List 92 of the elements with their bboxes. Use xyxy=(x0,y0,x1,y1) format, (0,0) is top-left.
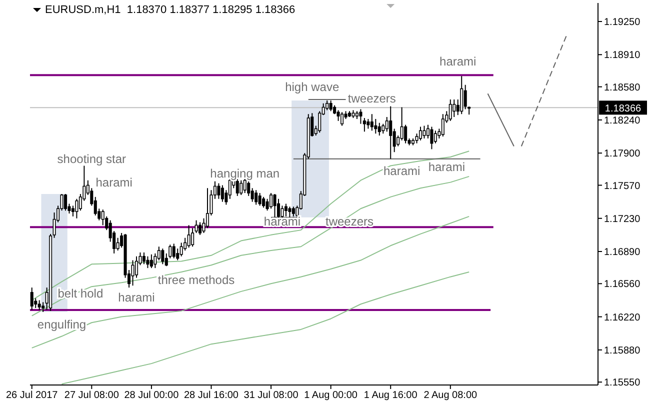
x-tick-label: 2 Aug 08:00 xyxy=(424,390,478,402)
candlestick xyxy=(434,130,437,144)
candlestick xyxy=(288,206,292,218)
candlestick xyxy=(318,110,322,134)
candlestick xyxy=(64,194,68,212)
candlestick xyxy=(389,106,392,160)
line-series xyxy=(31,216,470,348)
candlestick xyxy=(292,206,295,217)
y-tick-label: 1.15880 xyxy=(604,345,641,356)
y-tick-label: 1.15550 xyxy=(604,378,641,389)
candlestick xyxy=(240,180,243,196)
y-tick-label: 1.16890 xyxy=(604,247,641,258)
annotation: hanging man xyxy=(210,166,280,181)
annotation: shooting star xyxy=(57,152,126,166)
candlestick xyxy=(280,205,284,218)
candlestick xyxy=(270,192,273,210)
candlestick xyxy=(452,98,456,118)
annotation: belt hold xyxy=(58,286,104,301)
candlestick xyxy=(326,100,329,111)
candlestick xyxy=(254,190,258,206)
annotation: harami xyxy=(440,54,476,69)
y-tick-label: 1.19250 xyxy=(604,17,641,28)
candlestick xyxy=(464,84,467,110)
candlestick xyxy=(157,246,160,261)
y-tick-label: 1.17900 xyxy=(604,148,641,160)
candlestick xyxy=(273,194,276,218)
candlestick xyxy=(340,112,344,126)
candlestick xyxy=(217,182,220,200)
y-tick-label: 1.17230 xyxy=(604,214,641,225)
y-tick-label: 1.16560 xyxy=(604,279,641,290)
chart-title: EURUSD.m,H1 1.18370 1.18377 1.18295 1.18366 xyxy=(45,4,296,16)
candlestick xyxy=(187,224,190,248)
candlestick xyxy=(206,188,210,229)
candlestick xyxy=(284,203,288,217)
candlestick xyxy=(150,254,153,269)
annotation: engulfing xyxy=(37,318,86,332)
candlestick xyxy=(154,252,157,269)
candlestick xyxy=(180,242,183,257)
candlestick xyxy=(247,180,250,196)
candlestick xyxy=(75,198,78,219)
candlestick xyxy=(370,114,374,132)
candlestick xyxy=(366,118,370,130)
candlestick xyxy=(262,196,266,208)
x-tick-label: 1 Aug 16:00 xyxy=(364,390,418,402)
candlestick xyxy=(430,126,434,150)
annotation: tweezers xyxy=(348,92,396,106)
candlestick xyxy=(374,118,378,134)
candlestick xyxy=(441,114,444,138)
candlestick xyxy=(101,209,104,226)
y-tick-label: 1.18910 xyxy=(604,50,641,62)
annotation: harami xyxy=(264,214,301,228)
candlestick xyxy=(258,192,262,206)
y-tick-label: 1.16220 xyxy=(604,312,641,324)
candlestick xyxy=(42,302,45,312)
annotation: harami xyxy=(383,164,420,178)
y-tick-label: 1.17570 xyxy=(604,180,641,192)
candlestick xyxy=(460,76,464,115)
candlestick xyxy=(362,117,366,132)
candlestick xyxy=(385,116,388,132)
candlestick xyxy=(400,106,404,141)
candlestick xyxy=(191,228,194,248)
annotation: high wave xyxy=(285,80,340,94)
candlestick xyxy=(448,98,452,122)
candlestick xyxy=(329,100,332,112)
annotation: harami xyxy=(96,175,132,190)
x-tick-label: 28 Jul 00:00 xyxy=(124,390,180,402)
candlestick xyxy=(220,184,224,202)
ref-line-label: 1.18366 xyxy=(604,104,642,115)
y-tick-label: 1.18580 xyxy=(604,82,641,94)
candlestick xyxy=(30,287,34,310)
annotation: three methods xyxy=(158,272,235,287)
candlestick xyxy=(382,123,385,134)
annotation: harami xyxy=(118,290,155,304)
candlestick xyxy=(198,222,202,236)
candlestick xyxy=(142,252,146,265)
candlestick xyxy=(359,108,362,124)
candlestick xyxy=(131,260,134,286)
y-tick-label: 1.18240 xyxy=(604,115,641,126)
x-tick-label: 31 Jul 08:00 xyxy=(244,390,299,402)
candlestick xyxy=(418,126,422,141)
candlestick xyxy=(146,256,150,269)
x-tick-label: 1 Aug 00:00 xyxy=(304,390,358,402)
candlestick xyxy=(172,243,176,259)
x-tick-label: 26 Jul 2017 xyxy=(6,390,58,402)
x-tick-label: 27 Jul 08:00 xyxy=(64,390,120,402)
x-tick-label: 28 Jul 16:00 xyxy=(184,390,239,402)
candlestick xyxy=(38,300,41,310)
candlestick xyxy=(378,122,381,136)
candlestick xyxy=(194,220,198,234)
candlestick xyxy=(161,248,164,265)
annotation: harami xyxy=(428,160,465,174)
candlestick xyxy=(422,125,426,139)
